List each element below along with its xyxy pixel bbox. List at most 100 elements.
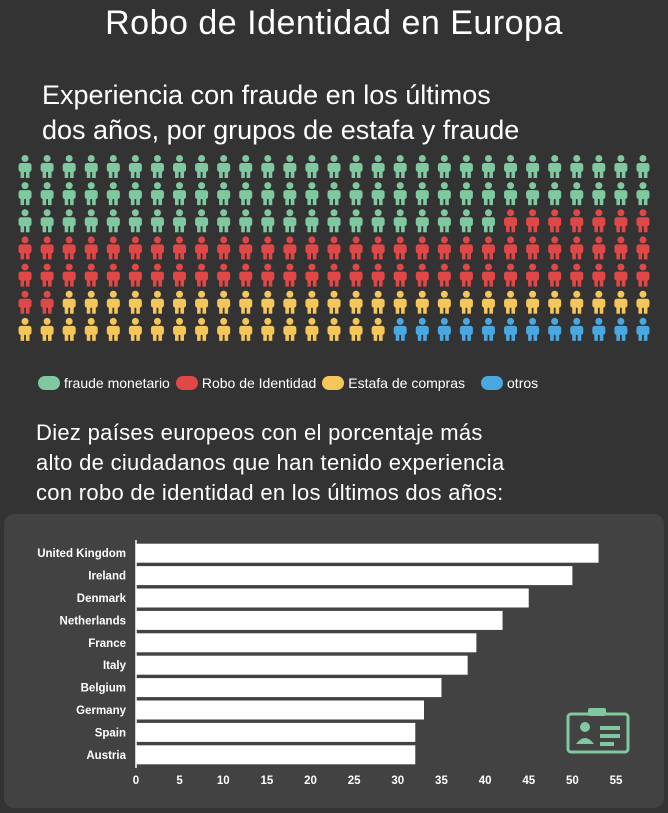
person-icon (150, 155, 164, 178)
person-icon (393, 236, 407, 260)
person-icon (283, 209, 297, 233)
legend-swatch (175, 376, 198, 390)
person-icon (150, 182, 164, 206)
category-label: Denmark (77, 593, 127, 605)
question-line: alto de ciudadanos que han tenido experi… (36, 450, 505, 475)
person-icon (239, 209, 253, 233)
person-icon (173, 209, 187, 233)
x-tick-label: 30 (391, 775, 404, 787)
person-icon (636, 263, 650, 287)
person-icon (548, 263, 562, 287)
person-icon (393, 290, 407, 314)
person-icon (239, 290, 253, 314)
legend-item-otros: otros (481, 375, 538, 391)
person-icon (173, 317, 187, 341)
person-icon (217, 236, 231, 260)
category-label: Belgium (81, 683, 126, 695)
person-icon (40, 182, 54, 206)
person-icon (526, 182, 540, 206)
category-label: Ireland (88, 571, 126, 583)
person-icon (18, 290, 32, 314)
person-icon (261, 182, 275, 206)
person-icon (40, 209, 54, 233)
person-icon (371, 263, 385, 287)
person-icon (239, 155, 253, 178)
person-icon (106, 263, 120, 287)
person-icon (150, 236, 164, 260)
person-icon (128, 263, 142, 287)
person-icon (327, 317, 341, 341)
person-icon (327, 263, 341, 287)
person-icon (195, 209, 209, 233)
person-icon (327, 290, 341, 314)
person-icon (150, 209, 164, 233)
person-icon (217, 290, 231, 314)
person-icon (128, 236, 142, 260)
person-icon (261, 263, 275, 287)
person-icon (305, 290, 319, 314)
person-icon (84, 182, 98, 206)
fraud-pictogram (18, 155, 650, 341)
bar (136, 722, 416, 742)
pictogram-subtitle: Experiencia con fraude en los últimos do… (42, 78, 642, 148)
person-icon (393, 182, 407, 206)
person-icon (195, 182, 209, 206)
person-icon (570, 263, 584, 287)
legend-label: Estafa de compras (348, 375, 466, 391)
person-icon (614, 209, 628, 233)
person-icon (459, 290, 473, 314)
person-icon (636, 236, 650, 260)
person-icon (283, 182, 297, 206)
person-icon (526, 155, 540, 178)
person-icon (548, 317, 562, 341)
person-icon (128, 290, 142, 314)
person-icon (349, 182, 363, 206)
person-icon (327, 182, 341, 206)
person-icon (106, 236, 120, 260)
person-icon (106, 317, 120, 341)
person-icon (459, 236, 473, 260)
person-icon (217, 209, 231, 233)
x-tick-label: 20 (304, 775, 317, 787)
person-icon (84, 236, 98, 260)
person-icon (614, 263, 628, 287)
person-icon (239, 236, 253, 260)
person-icon (504, 290, 518, 314)
person-icon (261, 236, 275, 260)
person-icon (526, 209, 540, 233)
person-icon (84, 290, 98, 314)
x-tick-label: 5 (176, 775, 183, 787)
person-icon (504, 182, 518, 206)
person-icon (636, 209, 650, 233)
person-icon (40, 155, 54, 178)
person-icon (636, 155, 650, 178)
person-icon (150, 317, 164, 341)
person-icon (84, 263, 98, 287)
person-icon (84, 317, 98, 341)
person-icon (327, 155, 341, 178)
person-icon (415, 209, 429, 233)
person-icon (195, 290, 209, 314)
person-icon (592, 317, 606, 341)
person-icon (239, 182, 253, 206)
person-icon (305, 155, 319, 178)
person-icon (217, 263, 231, 287)
person-icon (62, 236, 76, 260)
person-icon (415, 317, 429, 341)
person-icon (327, 236, 341, 260)
person-icon (305, 317, 319, 341)
person-icon (173, 155, 187, 178)
category-label: France (88, 638, 126, 650)
person-icon (195, 155, 209, 178)
person-icon (459, 209, 473, 233)
person-icon (570, 155, 584, 178)
person-icon (62, 182, 76, 206)
person-icon (548, 182, 562, 206)
person-icon (481, 263, 495, 287)
person-icon (173, 236, 187, 260)
person-icon (393, 317, 407, 341)
person-icon (349, 317, 363, 341)
person-icon (548, 290, 562, 314)
person-icon (636, 317, 650, 341)
category-label: United Kingdom (37, 548, 126, 560)
